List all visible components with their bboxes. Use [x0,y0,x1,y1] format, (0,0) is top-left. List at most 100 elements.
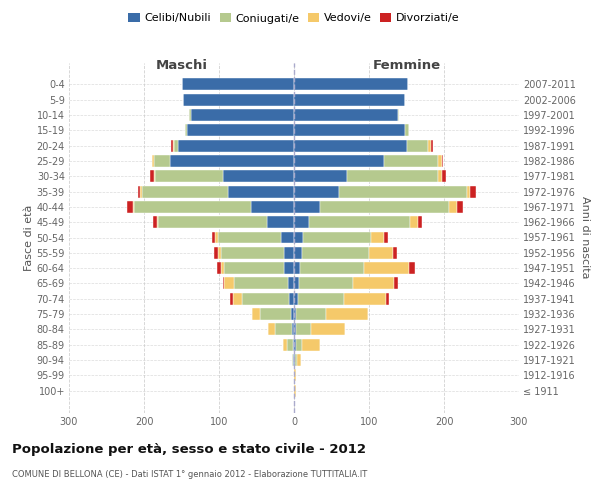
Bar [158,216,267,228]
Text: COMUNE DI BELLONA (CE) - Dati ISTAT 1° gennaio 2012 - Elaborazione TUTTITALIA.IT: COMUNE DI BELLONA (CE) - Dati ISTAT 1° g… [12,470,367,479]
Bar [187,124,294,136]
Bar [217,262,221,274]
Bar [294,201,320,213]
Bar [233,293,242,304]
Bar [218,247,221,259]
Bar [260,308,291,320]
Bar [291,308,294,320]
Bar [155,170,223,182]
Bar [294,338,296,350]
Bar [294,262,300,274]
Bar [309,216,410,228]
Bar [242,293,289,304]
Bar [292,354,293,366]
Bar [294,94,405,106]
Bar [182,78,294,90]
Bar [224,278,234,289]
Bar [470,186,476,198]
Bar [438,155,442,167]
Bar [252,308,260,320]
Bar [214,247,218,259]
Bar [431,140,433,151]
Bar [294,278,299,289]
Bar [300,262,364,274]
Legend: Celibi/Nubili, Coniugati/e, Vedovi/e, Divorziati/e: Celibi/Nubili, Coniugati/e, Vedovi/e, Di… [128,13,460,24]
Bar [364,262,409,274]
Bar [320,201,449,213]
Bar [284,262,294,274]
Bar [442,155,443,167]
Bar [189,109,191,121]
Bar [218,232,281,243]
Bar [212,232,215,243]
Bar [223,278,224,289]
Bar [294,109,398,121]
Bar [151,155,154,167]
Bar [183,94,294,106]
Bar [409,262,415,274]
Bar [302,338,320,350]
Bar [154,155,170,167]
Bar [287,338,293,350]
Bar [251,201,294,213]
Bar [281,232,294,243]
Text: Femmine: Femmine [373,59,440,72]
Bar [294,78,408,90]
Bar [294,170,347,182]
Bar [289,293,294,304]
Bar [150,170,154,182]
Bar [303,232,371,243]
Bar [215,232,218,243]
Bar [296,324,311,336]
Bar [294,124,405,136]
Bar [438,170,442,182]
Bar [294,232,303,243]
Bar [171,140,173,151]
Bar [292,324,294,336]
Bar [353,278,394,289]
Bar [297,354,301,366]
Bar [296,338,302,350]
Bar [326,308,367,320]
Bar [398,109,399,121]
Bar [299,278,353,289]
Bar [153,216,157,228]
Bar [457,201,463,213]
Bar [293,354,294,366]
Bar [284,247,294,259]
Bar [221,262,224,274]
Bar [294,384,296,396]
Bar [139,186,142,198]
Bar [223,170,294,182]
Bar [298,293,344,304]
Bar [275,324,292,336]
Bar [418,216,421,228]
Bar [427,140,431,151]
Bar [294,324,296,336]
Bar [134,201,251,213]
Bar [267,216,294,228]
Bar [449,201,457,213]
Bar [386,293,389,304]
Y-axis label: Anni di nascita: Anni di nascita [580,196,590,278]
Bar [173,140,174,151]
Bar [293,338,294,350]
Bar [228,186,294,198]
Bar [288,278,294,289]
Bar [283,338,287,350]
Bar [294,216,309,228]
Bar [185,124,187,136]
Bar [224,262,284,274]
Bar [178,140,294,151]
Text: Maschi: Maschi [155,59,208,72]
Bar [230,293,233,304]
Bar [138,186,139,198]
Bar [302,247,369,259]
Bar [174,140,178,151]
Bar [393,247,397,259]
Bar [344,293,386,304]
Bar [294,354,295,366]
Y-axis label: Fasce di età: Fasce di età [23,204,34,270]
Bar [154,170,155,182]
Bar [221,247,284,259]
